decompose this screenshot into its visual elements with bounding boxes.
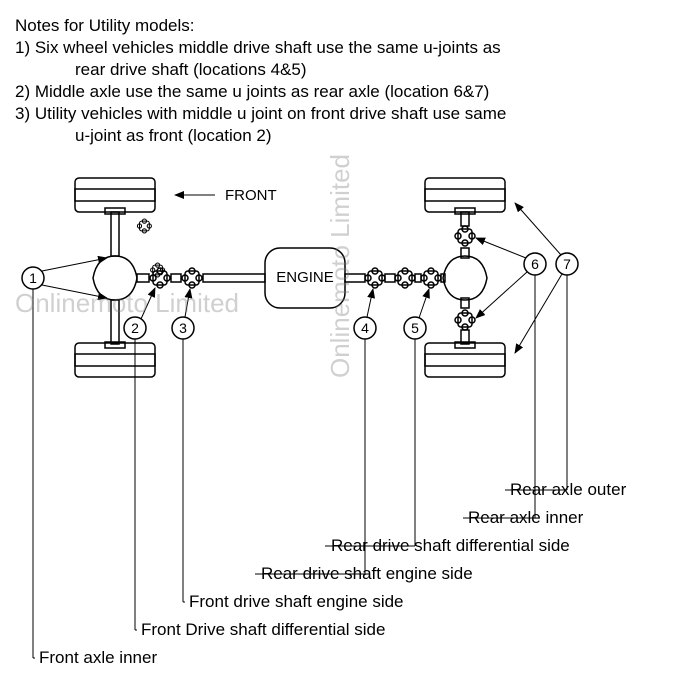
label-7: Rear axle outer <box>510 480 627 499</box>
ujoint-loc3 <box>182 268 202 288</box>
label-5: Rear drive shaft differential side <box>331 536 570 555</box>
callout-4: 4 <box>255 289 376 574</box>
ujoint-loc4 <box>365 268 385 288</box>
rear-axle-ujoint-top-inner <box>455 226 475 246</box>
front-differential <box>93 256 137 300</box>
label-2: Front Drive shaft differential side <box>141 620 385 639</box>
engine-label: ENGINE <box>276 269 334 286</box>
front-label: FRONT <box>225 187 277 204</box>
note-1b: rear drive shaft (locations 4&5) <box>15 59 685 81</box>
label-4: Rear drive shaft engine side <box>261 564 473 583</box>
note-2: 2) Middle axle use the same u joints as … <box>15 81 685 103</box>
svg-text:3: 3 <box>179 320 187 336</box>
callout-6: 6 <box>463 238 546 518</box>
svg-text:4: 4 <box>361 320 369 336</box>
notes-title: Notes for Utility models: <box>15 15 685 37</box>
note-3b: u-joint as front (location 2) <box>15 125 685 147</box>
svg-text:1: 1 <box>29 270 37 286</box>
ujoint-loc4b <box>395 268 415 288</box>
label-6: Rear axle inner <box>468 508 584 527</box>
callout-3: 3 <box>172 289 194 602</box>
notes-block: Notes for Utility models: 1) Six wheel v… <box>15 15 685 148</box>
svg-text:7: 7 <box>563 256 571 272</box>
rear-differential <box>443 256 487 300</box>
rear-axle-ujoint-bot-inner <box>455 310 475 330</box>
drivetrain-diagram: Onlinemoto Limited Onlinemoto Limited <box>15 158 685 678</box>
svg-text:2: 2 <box>131 320 139 336</box>
ujoint-loc5 <box>421 268 441 288</box>
callout-2: 2 <box>124 288 155 630</box>
callout-7: 7 <box>505 203 578 490</box>
label-3: Front drive shaft engine side <box>189 592 404 611</box>
callout-1: 1 <box>22 258 107 658</box>
note-1a: 1) Six wheel vehicles middle drive shaft… <box>15 37 685 59</box>
label-1: Front axle inner <box>39 648 157 667</box>
callout-5: 5 <box>325 289 429 546</box>
front-axle-inner-top <box>137 219 151 233</box>
svg-text:6: 6 <box>531 256 539 272</box>
svg-text:5: 5 <box>411 320 419 336</box>
rear-top-wheel <box>425 178 505 212</box>
front-top-wheel <box>75 178 155 212</box>
note-3a: 3) Utility vehicles with middle u joint … <box>15 103 685 125</box>
diagram-svg: ENGINE FRONT 1 2 3 <box>15 158 685 678</box>
